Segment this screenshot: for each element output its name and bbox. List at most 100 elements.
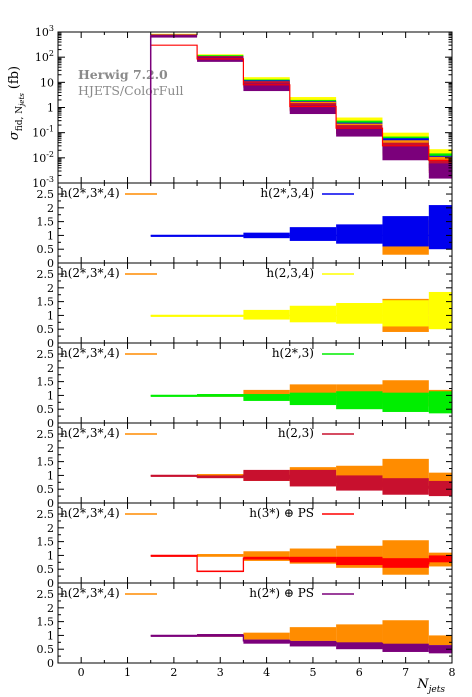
ratio-y-tick-label-3: 1.5 bbox=[37, 216, 55, 229]
ratio-y-tick-label-2: 1 bbox=[47, 389, 54, 402]
x-tick-label-2: 2 bbox=[170, 666, 177, 679]
ratio-reference-legend-label: h(2*,3*,4) bbox=[60, 586, 120, 600]
ratio-reference-legend-label: h(2*,3*,4) bbox=[60, 266, 120, 280]
ratio-y-tick-label-0: 0 bbox=[47, 577, 54, 590]
ratio-reference-band-bar bbox=[197, 554, 244, 557]
main-y-axis-label: σfid, Njets (fb) bbox=[7, 66, 26, 140]
ratio-y-tick-label-0: 0 bbox=[47, 497, 54, 510]
ratio-y-tick-label-2: 1 bbox=[47, 549, 54, 562]
ratio-y-tick-label-4: 2 bbox=[47, 362, 54, 375]
ratio-series-band-bar bbox=[336, 642, 383, 650]
ratio-series-band-bar bbox=[336, 224, 383, 244]
ratio-panel-6-frame bbox=[57, 582, 453, 664]
ratio-series-band-bar bbox=[197, 235, 244, 237]
main-y-tick-label-1: 10-2 bbox=[32, 150, 54, 165]
main-y-tick-label-exponent: -3 bbox=[46, 175, 54, 184]
ratio-series-band-bar bbox=[382, 558, 429, 568]
ratio-y-tick-label-2: 1 bbox=[47, 309, 54, 322]
axes-text: σfid, Njets(fb) Njets bbox=[7, 66, 445, 695]
ratio-y-tick-label-3: 1.5 bbox=[37, 536, 55, 549]
main-y-tick-label-exponent: 2 bbox=[49, 49, 54, 58]
main-y-tick-label-base: 10 bbox=[32, 127, 46, 140]
ratio-panel-1: 00.511.522.5 h(2*,3*,4) h(2*,3,4) bbox=[37, 182, 453, 270]
ratio-series-band-bar bbox=[428, 555, 452, 563]
x-tick-label-6: 6 bbox=[356, 666, 363, 679]
main-annotation-line-2: HJETS/ColorFull bbox=[78, 83, 183, 98]
ratio-series-band-bar bbox=[150, 315, 198, 317]
ratio-series-band-bar bbox=[382, 392, 429, 412]
ratio-y-tick-label-5: 2.5 bbox=[37, 508, 55, 521]
x-tick-label-5: 5 bbox=[309, 666, 316, 679]
ratio-series-band-bar bbox=[197, 315, 244, 317]
main-series-5-bar bbox=[197, 57, 244, 62]
x-tick-labels: 0 1 2 3 4 5 6 7 8 bbox=[78, 666, 456, 679]
ratio-y-tick-label-5: 2.5 bbox=[37, 588, 55, 601]
ratio-y-tick-label-1: 0.5 bbox=[37, 323, 55, 336]
main-y-tick-label-3: 1 bbox=[47, 102, 54, 115]
ratio-y-tick-label-1: 0.5 bbox=[37, 563, 55, 576]
ratio-series-band-bar bbox=[428, 480, 452, 497]
main-y-tick-label-exponent: -1 bbox=[46, 125, 54, 134]
ratio-series-line bbox=[150, 474, 452, 489]
ratio-series-band-bar bbox=[336, 391, 383, 410]
x-tick-label-3: 3 bbox=[217, 666, 224, 679]
ratio-reference-band-bar bbox=[243, 632, 290, 640]
ratio-panel-3: 00.511.522.5 h(2*,3*,4) h(2*,3) bbox=[37, 342, 453, 430]
main-y-tick-label-0: 10-3 bbox=[32, 175, 54, 190]
ratio-series-legend-label: h(2*,3,4) bbox=[260, 186, 314, 200]
main-y-tick-label-6: 103 bbox=[35, 24, 54, 39]
ratio-reference-legend-label: h(2*,3*,4) bbox=[60, 506, 120, 520]
ratio-series-legend-label: h(2,3,4) bbox=[266, 266, 314, 280]
ratio-y-tick-label-3: 1.5 bbox=[37, 456, 55, 469]
ratio-panel-5: 00.511.522.5 h(2*,3*,4) h(3*) ⊕ PS bbox=[37, 502, 453, 590]
ratio-series-band-bar bbox=[243, 309, 290, 320]
ratio-series-legend-label: h(2*) ⊕ PS bbox=[249, 586, 314, 600]
main-y-tick-label-base: 10 bbox=[32, 177, 46, 190]
ratio-series-band-bar bbox=[289, 640, 337, 647]
main-y-tick-label-base: 10 bbox=[35, 51, 49, 64]
ratio-series-legend-label: h(2,3) bbox=[278, 426, 314, 440]
main-y-tick-label-base: 10 bbox=[35, 26, 49, 39]
x-axis-label-main: N bbox=[416, 677, 429, 692]
ratio-series-band-bar bbox=[382, 300, 429, 327]
ratio-y-tick-label-2: 1 bbox=[47, 469, 54, 482]
ratio-panel-2: 00.511.522.5 h(2*,3*,4) h(2,3,4) bbox=[37, 262, 453, 350]
ratio-series-band-bar bbox=[428, 205, 452, 250]
main-panel: Herwig 7.2.0 HJETS/ColorFull 10-310-210-… bbox=[32, 24, 453, 190]
main-frame bbox=[57, 31, 453, 184]
ratio-y-tick-label-4: 2 bbox=[47, 522, 54, 535]
ratio-series-band-bar bbox=[150, 635, 198, 637]
ratio-y-tick-label-4: 2 bbox=[47, 442, 54, 455]
x-axis-label: Njets bbox=[416, 677, 445, 695]
ratio-series-band-bar bbox=[150, 395, 198, 397]
ratio-reference-band-bar bbox=[382, 540, 429, 575]
main-series-5-bar bbox=[336, 127, 383, 137]
ratio-y-tick-label-5: 2.5 bbox=[37, 428, 55, 441]
ratio-y-tick-label-4: 2 bbox=[47, 282, 54, 295]
x-tick-label-1: 1 bbox=[124, 666, 131, 679]
ratio-y-tick-label-1: 0.5 bbox=[37, 243, 55, 256]
ratio-y-tick-label-4: 2 bbox=[47, 202, 54, 215]
ratio-reference-band-bar bbox=[428, 635, 452, 646]
ratio-series-band-bar bbox=[289, 392, 337, 406]
ratio-y-tick-label-0: 0 bbox=[47, 417, 54, 430]
ratio-series-band-bar bbox=[289, 305, 337, 323]
x-axis-label-sub: jets bbox=[427, 685, 446, 695]
main-y-axis-label-base: σ bbox=[7, 130, 22, 140]
x-tick-label-7: 7 bbox=[402, 666, 409, 679]
x-tick-label-4: 4 bbox=[263, 666, 270, 679]
ratio-series-legend-label: h(2*,3) bbox=[272, 346, 314, 360]
ratio-series-line bbox=[150, 634, 452, 649]
ratio-series-band-bar bbox=[150, 555, 198, 557]
main-y-axis-label-subsub: jets bbox=[18, 93, 26, 108]
main-y-axis-label-unit: (fb) bbox=[7, 66, 22, 89]
ratio-y-tick-label-3: 1.5 bbox=[37, 616, 55, 629]
ratio-y-tick-label-5: 2.5 bbox=[37, 188, 55, 201]
ratio-y-tick-label-3: 1.5 bbox=[37, 296, 55, 309]
ratio-y-tick-label-5: 2.5 bbox=[37, 348, 55, 361]
ratio-y-tick-label-3: 1.5 bbox=[37, 376, 55, 389]
ratio-series-band-bar bbox=[382, 216, 429, 247]
main-central-line bbox=[150, 44, 452, 161]
ratio-series-band-bar bbox=[428, 291, 452, 330]
